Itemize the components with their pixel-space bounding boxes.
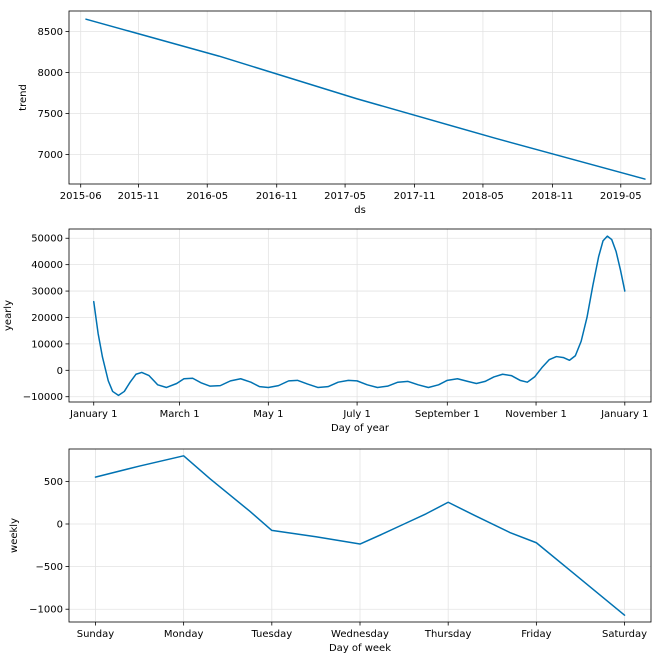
trend-xtick-label: 2018-11 <box>532 191 574 202</box>
yearly-ytick-label: 50000 <box>31 234 63 245</box>
weekly-xtick-label: Tuesday <box>250 629 292 640</box>
yearly-xtick-label: May 1 <box>253 409 283 420</box>
yearly-xtick-label: November 1 <box>505 409 567 420</box>
weekly-ytick-label: 0 <box>57 519 63 530</box>
weekly-xtick-label: Friday <box>521 629 551 640</box>
yearly-series-line <box>92 235 626 397</box>
yearly-yaxis-label: yearly <box>3 300 14 331</box>
yearly-ytick-label: 20000 <box>31 313 63 324</box>
weekly-xtick-label: Thursday <box>424 629 472 640</box>
trend-ytick-label: 7000 <box>38 150 63 161</box>
trend-xtick-label: 2019-05 <box>600 191 642 202</box>
weekly-xtick-label: Wednesday <box>331 629 389 640</box>
trend-ytick-label: 8500 <box>38 27 63 38</box>
yearly-ytick-label: 0 <box>57 366 63 377</box>
weekly-xaxis-label: Day of week <box>329 643 391 654</box>
yearly-panel: January 1 March 1 May 1 July 1 September 1 No… <box>3 228 652 434</box>
trend-plot-frame <box>68 10 652 185</box>
yearly-xtick-label: September 1 <box>415 409 480 420</box>
trend-ytick-label: 8000 <box>38 68 63 79</box>
trend-series-line <box>85 18 646 180</box>
yearly-ytick-label: 40000 <box>31 260 63 271</box>
yearly-xtick-label: March 1 <box>160 409 200 420</box>
trend-xtick-label: 2017-11 <box>394 191 436 202</box>
yearly-ytick-label: −10000 <box>23 392 63 403</box>
trend-ytick-label: 7500 <box>38 109 63 120</box>
weekly-xtick-label: Saturday <box>602 629 647 640</box>
weekly-xtick-label: Monday <box>164 629 204 640</box>
yearly-xtick-label: January 1 <box>600 409 648 420</box>
trend-panel: 2015-06 2015-11 2016-05 2016-11 2017-05 2017-… <box>18 10 652 216</box>
yearly-plot-frame <box>68 228 652 403</box>
trend-xtick-label: 2016-11 <box>256 191 298 202</box>
yearly-ytick-label: 30000 <box>31 287 63 298</box>
trend-xaxis-label: ds <box>354 205 366 216</box>
trend-yaxis-label: trend <box>18 84 29 111</box>
weekly-ytick-label: −500 <box>36 562 63 573</box>
weekly-panel: Sunday Monday Tuesday Wednesday Thursday Frid… <box>9 448 652 654</box>
trend-xtick-label: 2017-05 <box>324 191 366 202</box>
trend-xtick-label: 2016-05 <box>186 191 228 202</box>
weekly-yaxis-label: weekly <box>9 518 20 553</box>
yearly-xtick-label: January 1 <box>69 409 117 420</box>
weekly-ytick-label: 500 <box>44 477 63 488</box>
trend-xtick-label: 2015-06 <box>60 191 102 202</box>
trend-xtick-label: 2018-05 <box>462 191 504 202</box>
yearly-xtick-label: July 1 <box>342 409 371 420</box>
weekly-xtick-label: Sunday <box>77 629 114 640</box>
yearly-ytick-label: 10000 <box>31 339 63 350</box>
weekly-series-line <box>94 455 626 616</box>
weekly-ytick-label: −1000 <box>29 605 63 616</box>
yearly-xaxis-label: Day of year <box>331 423 390 434</box>
trend-xtick-label: 2015-11 <box>118 191 160 202</box>
